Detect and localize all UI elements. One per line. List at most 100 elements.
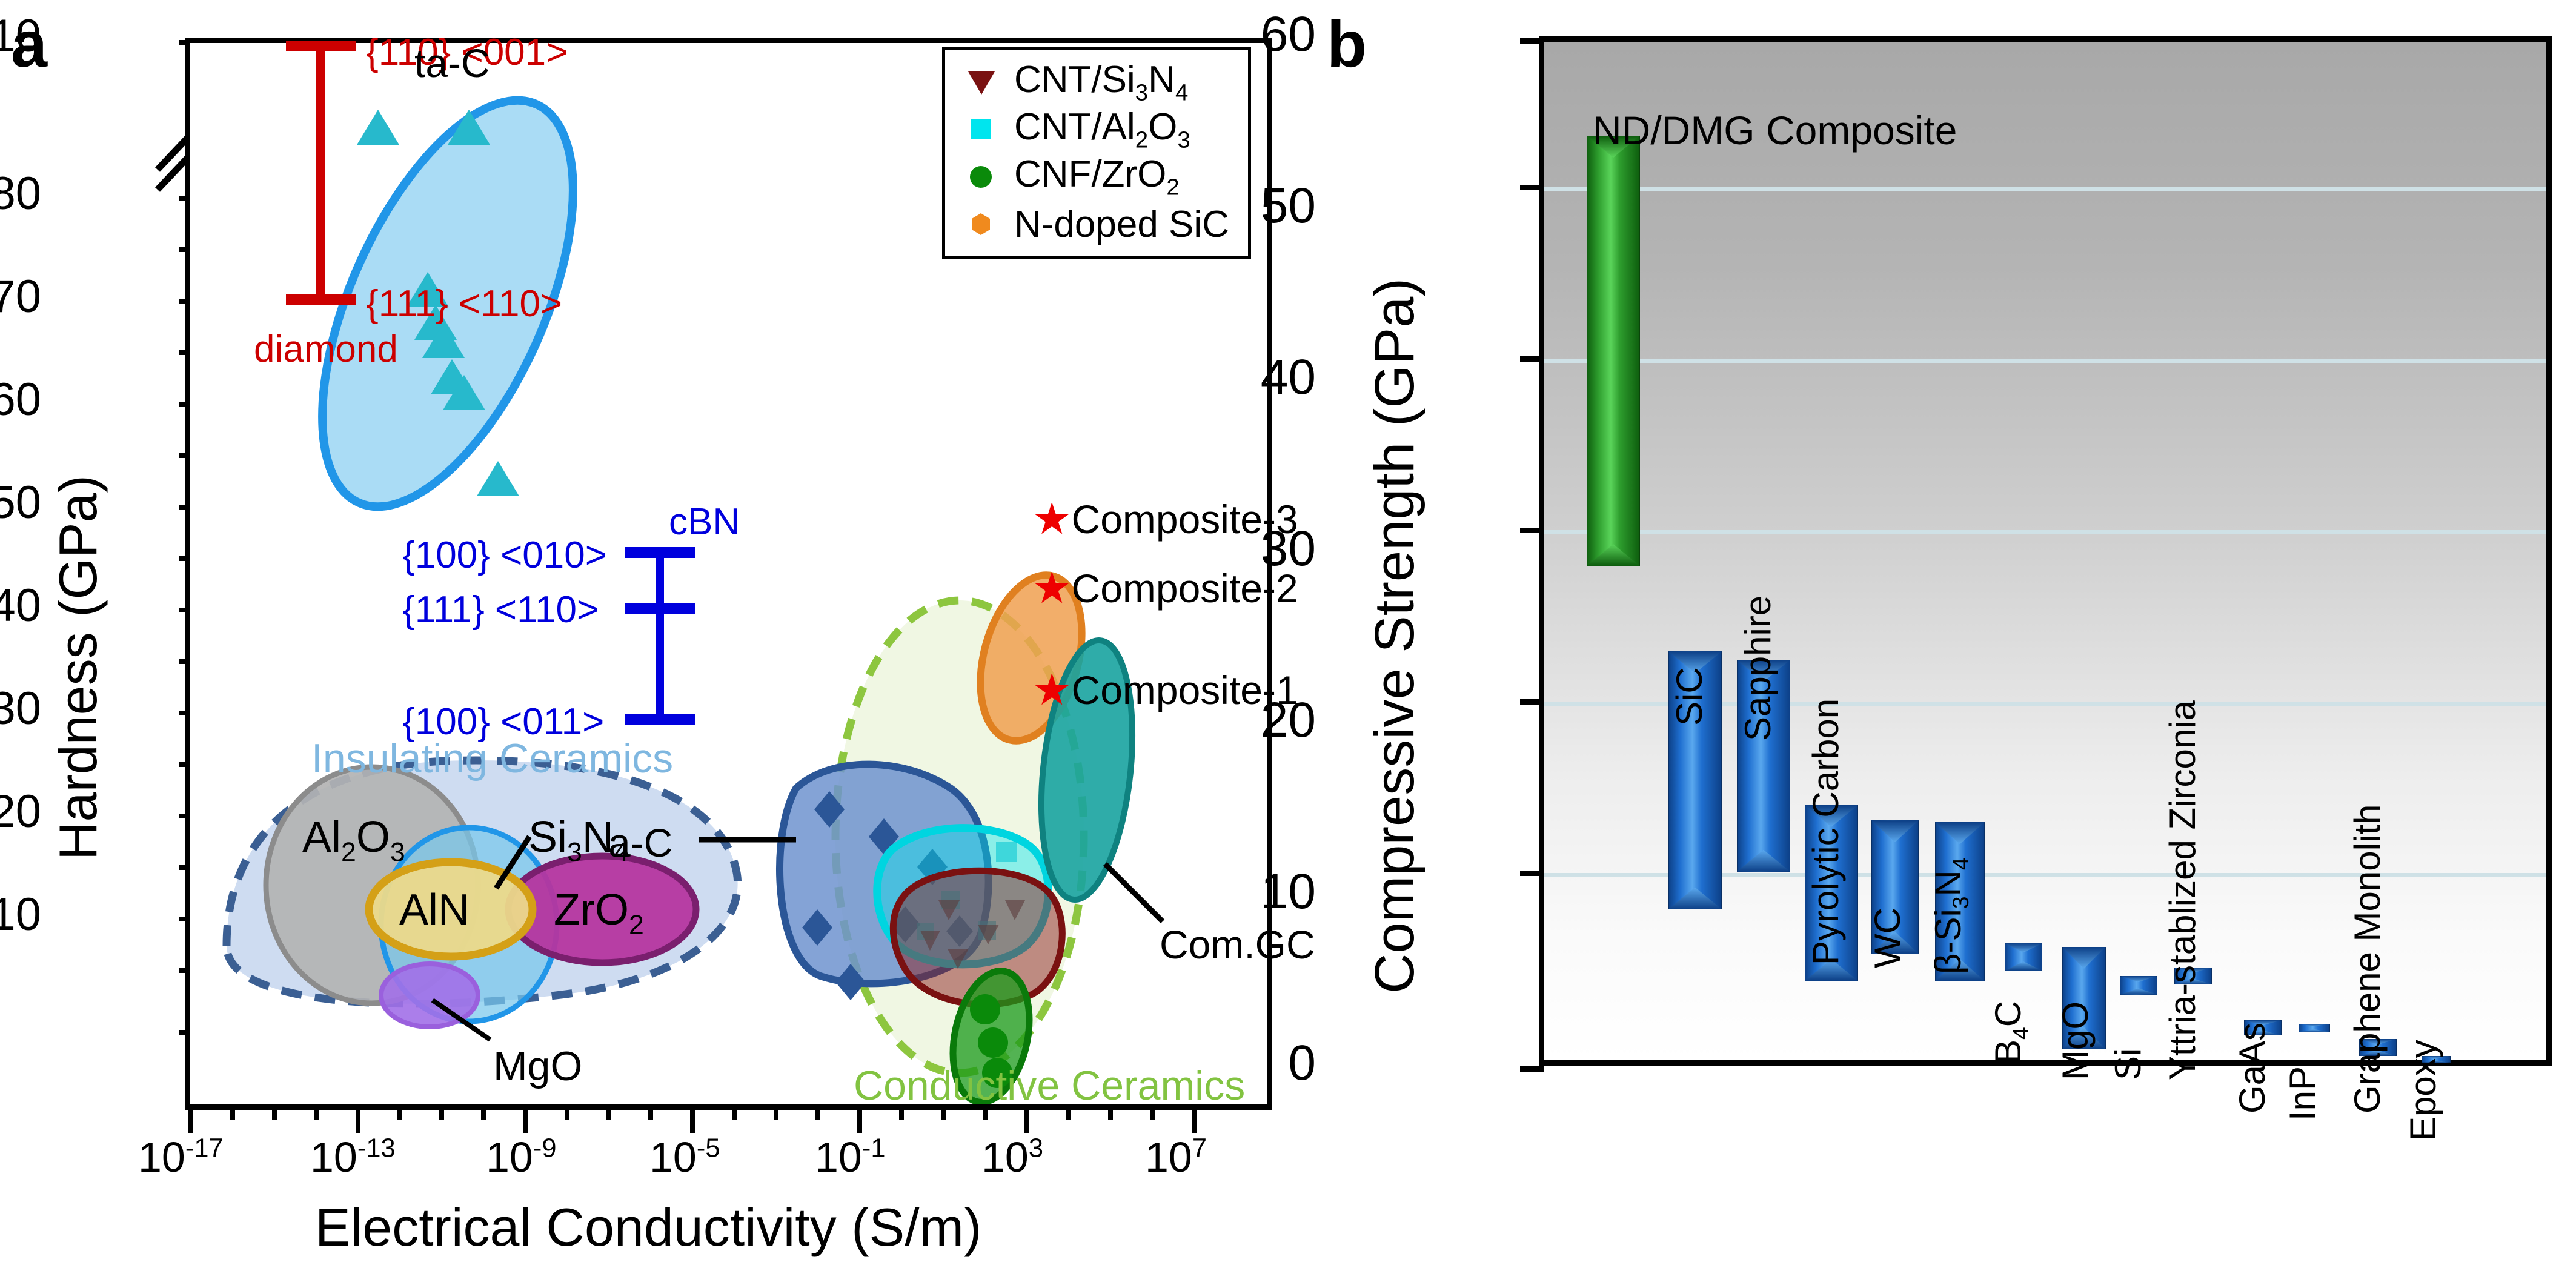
annotation-conductive-ceramics: Conductive Ceramics	[854, 1063, 1246, 1109]
b-y-tick-60	[1520, 38, 1544, 44]
legend-item-cnt-si3n4[interactable]: CNT/Si3N4	[966, 59, 1248, 106]
bar-wc[interactable]	[1871, 820, 1919, 954]
annotation-com-gc: Com.GC	[1160, 922, 1315, 967]
composite-1-label: Composite-1	[1071, 668, 1298, 712]
cnf-zro2-data-points	[970, 994, 1012, 1088]
b-y-tick-label-0: 0	[1288, 1035, 1316, 1090]
bar-cap-top	[2244, 1020, 2282, 1026]
bar-si3n4[interactable]	[1935, 822, 1985, 981]
annotation-insulating-ceramics: Insulating Ceramics	[311, 735, 674, 782]
annotation-diamond-bottom: {111} <110>	[366, 283, 563, 325]
bar-label-si: Si	[2108, 1047, 2149, 1080]
b-y-tick-20	[1520, 699, 1544, 705]
annotation-mgo: MgO	[493, 1043, 583, 1089]
bar-label-si3n4: β-Si3N4	[1927, 857, 1973, 974]
b-y-tick-label-50: 50	[1260, 178, 1316, 233]
region-aln	[365, 858, 537, 961]
legend-label-cnf-zro2: CNF/ZrO2	[1014, 153, 1180, 201]
b-y-tick-label-20: 20	[1260, 692, 1316, 748]
y-tick-label-50: 50	[0, 477, 41, 528]
x-tick-minor	[606, 1105, 611, 1120]
x-tick-major	[188, 1105, 193, 1133]
bar-yttria-stablized-zirconia[interactable]	[2174, 967, 2212, 984]
bar-sic[interactable]	[1668, 651, 1722, 909]
annotation-diamond-name: diamond	[254, 328, 398, 370]
bar-gaas[interactable]	[2244, 1020, 2282, 1036]
x-tick-minor	[565, 1105, 569, 1120]
bar-label-yttria-stablized-zirconia: Yttria-stablized Zirconia	[2162, 700, 2203, 1080]
x-tick-minor	[1150, 1105, 1155, 1120]
composite-2-marker: ★ Composite-2	[1032, 565, 1298, 611]
bar-cap-bottom	[1668, 887, 1722, 909]
b-y-tick-30	[1520, 528, 1544, 533]
panel-a-legend[interactable]: CNT/Si3N4 CNT/Al2O3 CNF/ZrO2 N-doped SiC	[942, 47, 1251, 259]
x-tick-minor	[1108, 1105, 1113, 1120]
annotation-aln: AlN	[399, 886, 470, 934]
bar-si[interactable]	[2120, 975, 2157, 995]
x-tick-label-1: 10-13	[310, 1134, 396, 1181]
cbn-errorbar-cap-mid	[625, 603, 695, 614]
bar-cap-top	[2062, 946, 2106, 969]
x-tick-label-3: 10-5	[649, 1134, 720, 1181]
legend-item-cnf-zro2[interactable]: CNF/ZrO2	[966, 153, 1248, 201]
bar-label-nd-dmg: ND/DMG Composite	[1593, 108, 1957, 153]
bar-graphene-monolith[interactable]	[2359, 1038, 2397, 1057]
b-y-tick-0	[1520, 1066, 1544, 1072]
bar-cap-bottom	[2299, 1029, 2330, 1032]
legend-label-cnt-si3n4: CNT/Si3N4	[1014, 59, 1189, 106]
com-gc-leader-line	[1103, 861, 1165, 924]
x-tick-major	[857, 1105, 862, 1133]
gridline-20	[1544, 702, 2546, 706]
bar-pyrolytic-carbon[interactable]	[1805, 805, 1858, 981]
bar-cap-bottom	[2120, 988, 2157, 995]
b-y-tick-label-10: 10	[1260, 864, 1316, 919]
bar-cap-top	[2422, 1056, 2451, 1058]
bar-cap-top	[2299, 1023, 2330, 1027]
bar-label-inp: InP	[2282, 1066, 2323, 1121]
x-tick-label-2: 10-9	[486, 1134, 557, 1181]
composite-3-marker: ★ Composite-3	[1032, 496, 1298, 542]
x-tick-minor	[983, 1105, 988, 1120]
bar-epoxy[interactable]	[2422, 1056, 2451, 1063]
bar-cap-top	[2359, 1038, 2397, 1045]
x-tick-major	[523, 1105, 528, 1133]
bar-nd-dmg-composite[interactable]	[1587, 136, 1640, 566]
panel-a: a Hardness (GPa) Electrical Conductivity…	[0, 7, 1315, 1257]
legend-item-cnt-al2o3[interactable]: CNT/Al2O3	[966, 106, 1248, 153]
cbn-errorbar-cap-top	[625, 547, 695, 558]
y-tick-label-70: 70	[0, 271, 41, 322]
annotation-cbn-l3: {100} <011>	[402, 701, 605, 743]
panel-a-x-axis-title: Electrical Conductivity (S/m)	[315, 1197, 982, 1257]
diamond-errorbar-cap-top	[286, 41, 356, 51]
y-tick-label-80: 80	[0, 168, 41, 219]
bar-inp[interactable]	[2299, 1023, 2330, 1032]
legend-label-n-doped-sic: N-doped SiC	[1014, 203, 1229, 245]
x-tick-minor	[272, 1105, 277, 1120]
x-tick-minor	[314, 1105, 319, 1120]
bar-mgo[interactable]	[2062, 946, 2106, 1049]
legend-item-n-doped-sic[interactable]: N-doped SiC	[966, 201, 1248, 248]
panel-a-canvas	[222, 96, 1165, 1104]
square-icon	[966, 116, 1014, 143]
panel-a-y-axis-title: Hardness (GPa)	[48, 475, 108, 860]
bar-label-b4c: B4C	[1988, 1000, 2034, 1064]
bar-label-sapphire: Sapphire	[1737, 595, 1778, 741]
bar-b4c[interactable]	[2005, 943, 2042, 971]
bar-cap-top	[2120, 975, 2157, 982]
si3n4-leader-line	[494, 835, 532, 890]
legend-label-cnt-al2o3: CNT/Al2O3	[1014, 106, 1190, 153]
circle-icon	[966, 164, 1014, 190]
b-y-tick-50	[1520, 185, 1544, 190]
bar-group: SiC Sapphire Pyrolytic Carbon WC β-Si3N4 B4C M…	[1544, 42, 2546, 1141]
mgo-leader-line	[431, 998, 492, 1042]
x-tick-label-6: 107	[1145, 1134, 1207, 1181]
annotation-si3n4: Si3N4	[528, 813, 629, 868]
bar-sapphire[interactable]	[1737, 660, 1790, 872]
bar-cap-bottom	[2359, 1050, 2397, 1057]
annotation-cbn-name: cBN	[669, 501, 740, 543]
x-tick-label-4: 10-1	[815, 1134, 886, 1181]
bar-label-wc: WC	[1867, 908, 1908, 968]
gridline-30	[1544, 530, 2546, 534]
star-icon: ★	[1032, 495, 1072, 543]
bar-cap-bottom	[2244, 1030, 2282, 1036]
